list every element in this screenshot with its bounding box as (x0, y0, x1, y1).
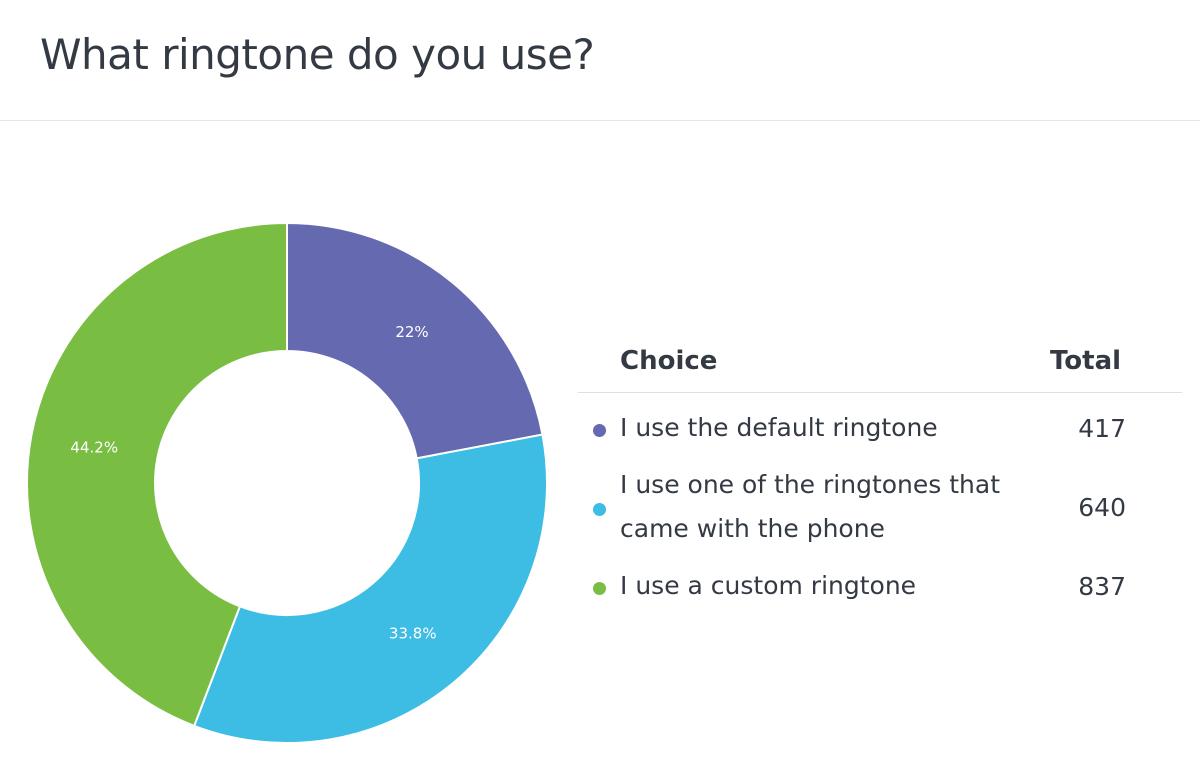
choice-label: I use one of the ringtones that came wit… (620, 470, 1001, 543)
table-row: I use one of the ringtones that came wit… (578, 463, 1182, 551)
choice-label: I use the default ringtone (620, 413, 938, 442)
choice-total: 417 (1078, 413, 1126, 443)
legend-dot-custom (592, 581, 606, 595)
legend-dot-phone (592, 502, 606, 516)
legend-dot-default (592, 423, 606, 437)
donut-chart: 22% 33.8% 44.2% (26, 221, 548, 744)
slice-percent-label: 22% (395, 323, 428, 341)
choice-column-header: Choice (578, 330, 1020, 393)
total-column-header: Total (1020, 330, 1182, 393)
choice-total: 640 (1078, 492, 1126, 522)
slice-phone (192, 433, 548, 744)
choice-label: I use a custom ringtone (620, 571, 917, 600)
table-row: I use the default ringtone 417 (578, 393, 1182, 464)
table-row: I use a custom ringtone 837 (578, 551, 1182, 621)
title-divider (0, 120, 1200, 121)
slice-custom (26, 221, 288, 728)
results-table: Choice Total I use the default ringtone … (578, 330, 1182, 621)
slice-percent-label: 44.2% (70, 438, 118, 456)
page-title: What ringtone do you use? (40, 30, 595, 79)
table-header-row: Choice Total (578, 330, 1182, 393)
slice-default (286, 221, 544, 460)
slice-percent-label: 33.8% (389, 624, 437, 642)
choice-total: 837 (1078, 571, 1126, 601)
